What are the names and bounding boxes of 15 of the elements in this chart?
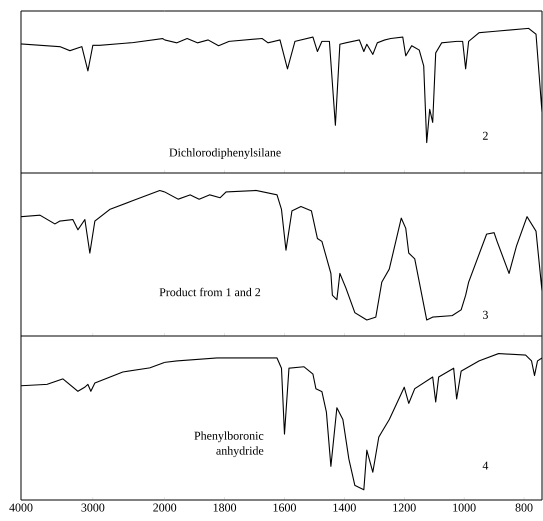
x-tick-label: 800 <box>516 504 533 512</box>
annotation: Phenylboronic anhydride <box>194 431 264 458</box>
annotation: Product from 1 and 2 <box>160 288 260 296</box>
x-tick-label: 1200 <box>393 504 416 512</box>
x-tick-label: 1000 <box>453 504 476 512</box>
x-tick-label: 1600 <box>274 504 296 512</box>
x-tick-label: 1800 <box>214 504 236 512</box>
annotation: 2 <box>482 132 488 140</box>
annotation: Dichlorodiphenylsilane <box>169 148 281 159</box>
x-tick-label: 3000 <box>81 504 104 512</box>
x-tick-label: 4000 <box>9 504 32 512</box>
x-tick-label: 2000 <box>153 504 176 512</box>
annotation: 4 <box>482 462 488 470</box>
annotation: 3 <box>483 310 488 319</box>
x-tick-label: 1400 <box>333 504 356 512</box>
